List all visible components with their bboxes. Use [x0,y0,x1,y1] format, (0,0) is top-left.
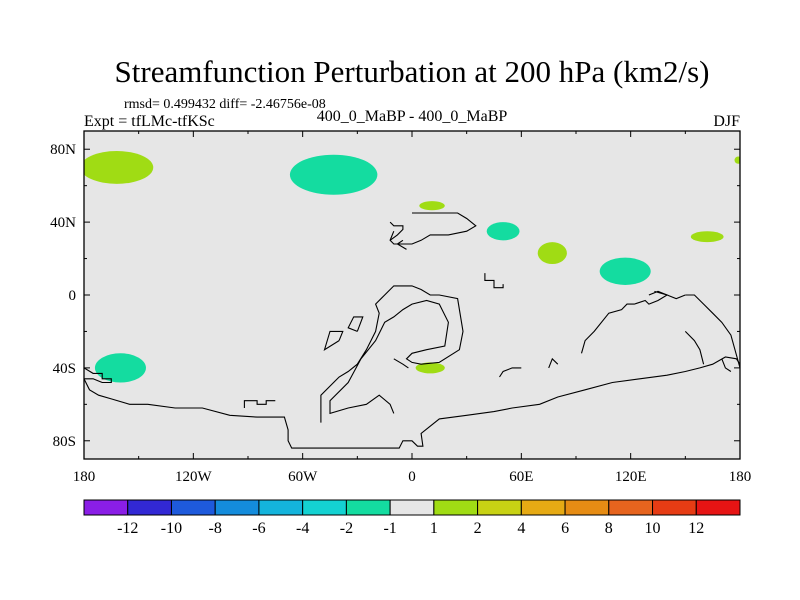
y-tick-label: 40S [53,361,76,377]
colorbar-swatch [695,499,741,516]
colorbar-label: -1 [383,520,396,537]
chart-title: Streamfunction Perturbation at 200 hPa (… [115,54,710,89]
colorbar-swatch [302,499,347,516]
coastline [323,330,344,351]
colorbar-label: -12 [117,520,138,537]
colorbar-swatch [345,499,391,516]
coastline [243,400,276,408]
y-tick-label: 40N [50,215,76,231]
coastline [484,273,504,289]
map-plot-area [83,130,741,460]
x-tick-label: 120E [615,469,647,485]
x-tick-label: 180 [73,469,96,485]
coastline [84,367,112,384]
coastline [320,285,464,423]
colorbar-swatch [83,499,129,516]
positive-anomaly-patch [734,156,740,164]
map-contents [84,151,740,449]
negative-anomaly-patch [289,154,378,195]
colorbar-swatch [258,499,304,516]
map-background [84,131,740,459]
coastline [347,316,364,332]
negative-anomaly-patch [599,257,651,285]
y-tick-label: 0 [69,288,77,304]
coastline [499,367,522,378]
colorbar-label: 12 [688,520,704,537]
coastline [548,357,559,369]
colorbar-swatch [608,499,654,516]
colorbar-swatch [520,499,566,516]
positive-anomaly-patch [84,151,154,184]
y-tick-label: 80S [53,434,76,450]
colorbar-label: 6 [561,520,569,537]
colorbar-label: 1 [430,520,438,537]
positive-anomaly-patch [415,362,445,374]
y-tick-label: 80N [50,142,76,158]
coastline [396,239,407,250]
x-tick-label: 120W [175,469,213,485]
colorbar-label: -4 [296,520,309,537]
x-tick-label: 180 [729,469,752,485]
x-tick-label: 0 [408,469,416,485]
coastline [84,356,740,449]
experiment-label: Expt = tfLMc-tfKSc [84,113,215,130]
y-axis: 80N 40N 0 40S 80S [50,142,740,450]
colorbar-swatch [389,499,435,516]
coastline [393,358,409,369]
positive-anomaly-patch [419,201,445,211]
colorbar: -12 -10 -8 -6 -4 -2 -1 1 2 4 6 8 10 12 [83,499,741,537]
colorbar-label: 10 [645,520,661,537]
colorbar-label: 4 [517,520,525,537]
colorbar-swatch [564,499,610,516]
x-axis: 180 120W 60W 0 60E 120E 180 [73,131,752,485]
positive-anomaly-patch [537,242,567,265]
negative-anomaly-patch [486,222,520,241]
subtitle-label: 400_0_MaBP - 400_0_MaBP [317,108,508,125]
coastline [685,294,740,369]
colorbar-swatch [127,499,172,516]
colorbar-swatch [433,499,479,516]
colorbar-label: -6 [252,520,265,537]
coastline [389,221,404,241]
coastline [684,331,705,365]
colorbar-label: -2 [340,520,353,537]
x-tick-label: 60E [509,469,533,485]
coastline [654,290,686,300]
colorbar-label: -10 [161,520,182,537]
colorbar-label: 2 [474,520,482,537]
season-label: DJF [713,113,740,130]
x-tick-label: 60W [288,469,318,485]
colorbar-swatch [170,499,216,516]
negative-anomaly-patch [94,353,146,383]
colorbar-swatch [477,499,522,516]
positive-anomaly-patch [690,231,724,243]
coastline [721,358,732,372]
colorbar-swatch [214,499,260,516]
colorbar-label: 8 [605,520,613,537]
colorbar-label: -8 [209,520,222,537]
colorbar-swatch [652,499,697,516]
stats-label: rmsd= 0.499432 diff= -2.46756e-08 [124,97,326,112]
